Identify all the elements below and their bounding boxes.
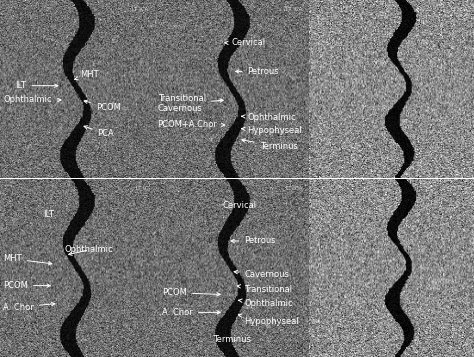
Text: PCOM+A.Chor: PCOM+A.Chor xyxy=(158,120,225,130)
Text: MHT: MHT xyxy=(74,70,99,80)
Text: Cavernous: Cavernous xyxy=(234,270,289,280)
Text: LT ICA: LT ICA xyxy=(132,7,148,12)
Text: MHT: MHT xyxy=(3,254,52,265)
Text: Hypophyseal: Hypophyseal xyxy=(238,314,299,326)
Text: Ophthalmic: Ophthalmic xyxy=(241,113,296,122)
Text: Ophthalmic: Ophthalmic xyxy=(65,245,114,255)
Text: ILT: ILT xyxy=(43,210,54,219)
Text: Cervical: Cervical xyxy=(225,38,266,47)
Text: LT ICA: LT ICA xyxy=(286,7,303,12)
Text: Terminus: Terminus xyxy=(213,335,251,344)
Text: Ophthalmic: Ophthalmic xyxy=(3,95,61,105)
Text: PCOM: PCOM xyxy=(162,288,220,297)
Text: Petrous: Petrous xyxy=(236,67,279,76)
Text: A. Chor: A. Chor xyxy=(162,308,220,317)
Text: LT ICA: LT ICA xyxy=(451,186,467,191)
Text: ILT: ILT xyxy=(16,81,58,90)
Text: A. Chor: A. Chor xyxy=(3,302,55,312)
Text: Petrous: Petrous xyxy=(231,236,276,246)
Text: LT ICA: LT ICA xyxy=(451,7,467,12)
Text: Transitional: Transitional xyxy=(237,285,292,294)
Text: Transitional
Cavernous: Transitional Cavernous xyxy=(158,94,223,113)
Text: LT ICA: LT ICA xyxy=(286,186,303,191)
Text: Ophthalmic: Ophthalmic xyxy=(238,299,293,308)
Text: LT IC: LT IC xyxy=(136,186,148,191)
Text: Hypophyseal: Hypophyseal xyxy=(241,126,302,135)
Text: Cervical: Cervical xyxy=(222,201,256,210)
Text: PCOM: PCOM xyxy=(84,100,121,112)
Text: PCA: PCA xyxy=(84,126,114,139)
Text: PCOM: PCOM xyxy=(3,281,50,290)
Text: Terminus: Terminus xyxy=(242,139,298,151)
